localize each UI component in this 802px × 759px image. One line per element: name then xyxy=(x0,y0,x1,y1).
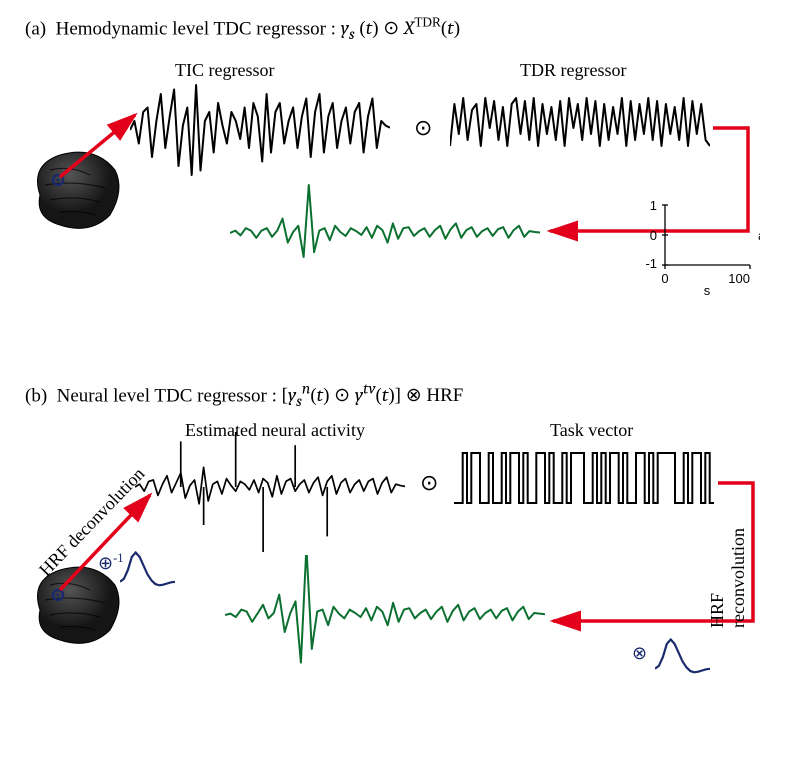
svg-text:1: 1 xyxy=(650,198,657,213)
svg-text:100: 100 xyxy=(728,271,750,286)
scale-axes: 1 0 -1 0 100 a. u. s xyxy=(640,195,760,295)
task-vector-label: Task vector xyxy=(550,420,633,441)
svg-text:0: 0 xyxy=(650,228,657,243)
hrf-reconvolution-label: HRF reconvolution xyxy=(707,528,749,628)
svg-text:s: s xyxy=(704,283,711,295)
hadamard-result-a-waveform xyxy=(230,183,540,293)
deconv-symbol: ⊕-1 xyxy=(98,551,124,574)
svg-text:a. u.: a. u. xyxy=(758,228,760,243)
hrf-kernel-reconv xyxy=(655,635,710,680)
svg-text:0: 0 xyxy=(661,271,668,286)
conv-symbol: ⊗ xyxy=(632,643,647,664)
panel-b-label: (b) Neural level TDC regressor : [ysn(t)… xyxy=(25,380,463,410)
panel-a-label: (a) Hemodynamic level TDC regressor : ys… xyxy=(25,15,460,43)
hadamard-result-b-waveform xyxy=(225,555,545,705)
hrf-kernel-deconv xyxy=(120,548,175,593)
svg-text:-1: -1 xyxy=(645,256,657,271)
tdr-regressor-label: TDR regressor xyxy=(520,60,626,81)
